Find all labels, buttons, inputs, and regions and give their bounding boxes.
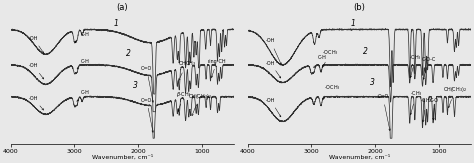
Title: (b): (b)	[353, 3, 365, 12]
Text: C=O: C=O	[141, 66, 154, 102]
Title: (a): (a)	[117, 3, 128, 12]
Text: C-O-C: C-O-C	[422, 57, 436, 79]
Text: C-O: C-O	[430, 98, 439, 120]
X-axis label: Wavenumber, cm⁻¹: Wavenumber, cm⁻¹	[328, 155, 390, 160]
Text: 3: 3	[370, 78, 374, 87]
Text: -OCH$_3$: -OCH$_3$	[323, 83, 340, 99]
Text: 3: 3	[133, 81, 137, 90]
Text: C-H: C-H	[75, 32, 90, 42]
Text: C-H: C-H	[77, 90, 90, 101]
Text: ring-CH: ring-CH	[208, 59, 226, 78]
Text: $\beta$-CH$_3$: $\beta$-CH$_3$	[176, 89, 191, 111]
Text: CH(CH$_3$)$_2$: CH(CH$_3$)$_2$	[443, 85, 467, 108]
Text: C-H: C-H	[77, 59, 90, 69]
Text: -OH: -OH	[266, 38, 282, 65]
Text: -CH$_3$: -CH$_3$	[410, 90, 422, 115]
Text: C=O: C=O	[141, 98, 154, 132]
Text: -OH: -OH	[266, 61, 281, 78]
Text: -OH: -OH	[266, 98, 281, 117]
Text: C=O: C=O	[377, 94, 391, 131]
Text: -CH$_3$: -CH$_3$	[409, 53, 422, 78]
Text: 1: 1	[350, 19, 356, 28]
Text: -OH: -OH	[29, 96, 44, 110]
Text: -OH: -OH	[29, 36, 44, 53]
Text: CH(CH$_3$)$_2$: CH(CH$_3$)$_2$	[188, 92, 212, 116]
Text: CHCH$_3$: CHCH$_3$	[178, 59, 196, 80]
Text: C-H: C-H	[314, 55, 327, 68]
X-axis label: Wavenumber, cm⁻¹: Wavenumber, cm⁻¹	[92, 155, 153, 160]
Text: -OH: -OH	[29, 63, 44, 79]
Text: 2: 2	[126, 49, 131, 58]
Text: 2: 2	[363, 47, 368, 56]
Text: -OCH$_3$: -OCH$_3$	[322, 48, 339, 67]
Text: -CH$_2$: -CH$_2$	[420, 96, 433, 122]
Text: 1: 1	[114, 19, 118, 28]
